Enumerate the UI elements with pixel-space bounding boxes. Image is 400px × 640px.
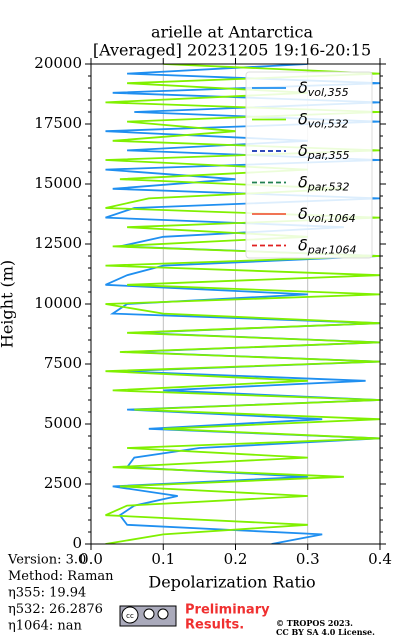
info-text: η1064: nan [8,619,83,634]
x-axis-label: Depolarization Ratio [148,573,315,592]
series-line [105,64,380,544]
x-tick-label: 0.3 [296,550,320,568]
plot-frame [90,63,381,545]
x-tick-label: 0.0 [79,550,103,568]
legend-label: δvol,1064 [298,204,356,226]
y-axis-label: Height (m) [0,260,17,348]
legend-label: δpar,355 [298,141,350,163]
y-tick-label: 2500 [44,474,82,492]
info-text: η355: 19.94 [8,586,86,601]
y-tick-label: 15000 [34,174,82,192]
preliminary: Preliminary [185,603,270,618]
license: CC BY SA 4.0 License. [276,627,375,637]
legend-label: δpar,532 [298,172,350,194]
y-tick-label: 5000 [44,414,82,432]
legend-box [245,71,373,259]
info-text: Version: 3.0 [7,553,86,568]
y-tick-label: 17500 [34,114,82,132]
info-text: Method: Raman [8,569,114,584]
x-tick-label: 0.1 [151,550,175,568]
y-tick-label: 10000 [34,294,82,312]
x-tick-label: 0.4 [368,550,392,568]
license: © TROPOS 2023. [276,618,353,628]
chart-title: arielle at Antarctica [151,23,314,42]
preliminary: Results. [185,618,244,633]
legend-label: δvol,532 [298,109,349,131]
legend-label: δvol,355 [298,78,349,100]
y-tick-label: 20000 [34,54,82,72]
cc-logo: cc [119,605,177,627]
chart-subtitle: [Averaged] 20231205 19:16-20:15 [93,41,371,60]
y-tick-label: 12500 [34,234,82,252]
svg-text:cc: cc [126,612,134,620]
info-text: η532: 26.2876 [8,602,103,617]
y-tick-label: 7500 [44,354,82,372]
y-tick-label: 0 [72,534,82,552]
legend-label: δpar,1064 [298,235,357,257]
x-tick-label: 0.2 [224,550,248,568]
